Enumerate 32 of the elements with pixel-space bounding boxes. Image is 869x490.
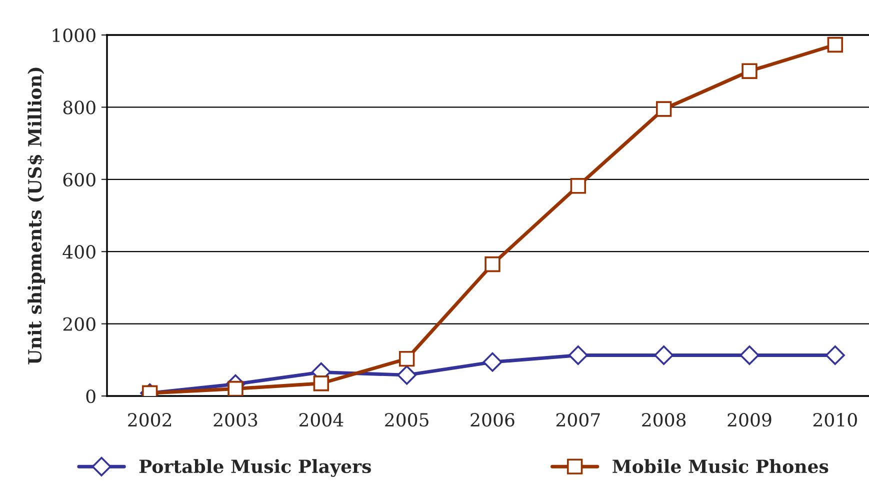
x-tick-label: 2008 — [642, 412, 686, 427]
point — [568, 345, 588, 365]
point — [313, 376, 330, 392]
point — [742, 63, 758, 79]
point — [740, 345, 760, 365]
point — [398, 350, 415, 367]
y-tick-label: 0 — [86, 389, 96, 404]
y-tick-label: 200 — [63, 317, 96, 331]
x-tick-label: 2010 — [813, 412, 857, 427]
x-tick-label: 2004 — [299, 412, 344, 427]
point — [397, 365, 417, 385]
point — [228, 380, 244, 396]
point — [654, 345, 674, 365]
legend-label: Mobile Music Phones — [612, 459, 828, 474]
y-tick-label: 800 — [63, 100, 96, 114]
legend-label: Portable Music Players — [139, 459, 371, 477]
x-tick-label: 2002 — [128, 412, 172, 427]
x-tick-label: 2006 — [470, 412, 514, 427]
y-axis-title: Unit shipments (US$ Million) — [28, 68, 46, 364]
y-tick-label: 600 — [63, 172, 96, 187]
y-tick-label: 400 — [62, 245, 96, 259]
point — [825, 345, 845, 365]
point — [570, 178, 586, 194]
point — [827, 36, 844, 53]
point — [482, 352, 502, 372]
x-tick-label: 2005 — [385, 412, 428, 427]
point — [656, 101, 672, 117]
x-tick-label: 2009 — [728, 412, 772, 427]
point — [484, 256, 500, 272]
x-tick-label: 2003 — [214, 412, 258, 427]
x-tick-label: 2007 — [556, 412, 600, 427]
y-tick-label: 1000 — [52, 28, 96, 42]
